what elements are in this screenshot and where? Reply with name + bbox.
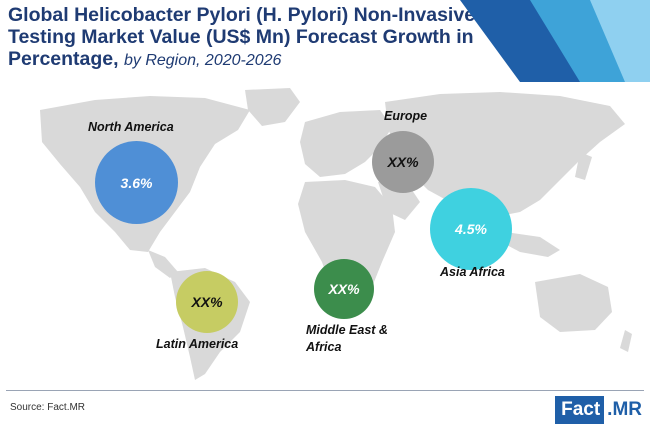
label-asia-africa: Asia Africa	[440, 265, 505, 279]
bubble-middle-east-africa: XX%	[314, 259, 374, 319]
corner-decoration	[460, 0, 650, 82]
value-latin-america: XX%	[191, 294, 223, 310]
value-middle-east-africa: XX%	[328, 281, 360, 297]
title-main: Global Helicobacter Pylori (H. Pylori) N…	[8, 4, 476, 70]
map-central-america	[148, 250, 178, 278]
label-north-america: North America	[88, 120, 174, 134]
label-middle-east-africa-text: Middle East & Africa	[306, 323, 388, 354]
title-subtitle: by Region, 2020-2026	[123, 52, 282, 69]
map-asia	[385, 92, 625, 217]
footer-divider	[6, 390, 644, 391]
value-north-america: 3.6%	[120, 174, 153, 191]
bubble-north-america: 3.6%	[95, 141, 178, 224]
chart-title: Global Helicobacter Pylori (H. Pylori) N…	[8, 4, 498, 72]
map-japan	[575, 152, 592, 180]
logo-fact: Fact	[555, 396, 605, 424]
factmr-logo: Fact .MR	[555, 396, 644, 424]
map-southeast-asia	[505, 232, 560, 257]
bubble-europe: XX%	[372, 131, 434, 193]
label-latin-america: Latin America	[156, 337, 239, 351]
bubble-asia-africa: 4.5%	[430, 188, 512, 270]
value-europe: XX%	[387, 154, 419, 170]
bubble-latin-america: XX%	[176, 271, 238, 333]
map-europe	[300, 110, 392, 177]
logo-mr: .MR	[607, 399, 642, 420]
label-europe: Europe	[384, 109, 428, 123]
value-asia-africa: 4.5%	[455, 221, 487, 237]
map-new-zealand	[620, 330, 632, 352]
map-australia	[535, 274, 612, 332]
map-greenland	[245, 88, 300, 126]
source-note: Source: Fact.MR	[10, 402, 86, 413]
label-middle-east-africa: Middle East & Africa	[306, 322, 396, 356]
